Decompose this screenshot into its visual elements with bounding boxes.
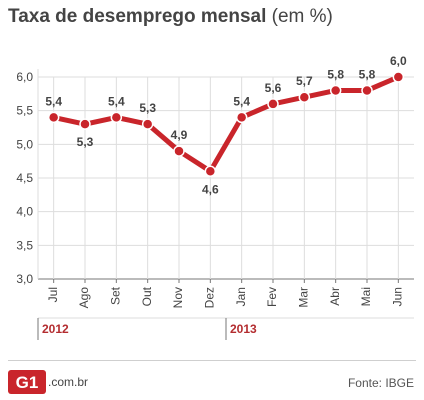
chart-title-unit: (em %) — [271, 6, 333, 27]
x-tick-label: Set — [109, 286, 123, 305]
y-tick-label: 4,0 — [16, 205, 33, 219]
data-point — [361, 84, 373, 97]
x-tick-label: Jan — [234, 287, 248, 306]
data-point — [392, 71, 405, 83]
data-label: 6,0 — [390, 54, 407, 68]
y-tick-label: 3,5 — [16, 238, 33, 252]
x-tick-label: Dez — [203, 287, 217, 308]
data-label: 4,9 — [171, 128, 188, 142]
logo-domain: .com.br — [48, 375, 89, 389]
x-tick-label: Out — [140, 286, 154, 306]
x-tick-label: Mar — [297, 287, 311, 308]
data-label: 5,4 — [45, 94, 62, 108]
series-line — [51, 74, 401, 174]
y-tick-label: 5,5 — [16, 104, 33, 118]
data-point — [329, 84, 342, 97]
year-label-2012: 2012 — [42, 322, 69, 336]
y-tick-label: 4,5 — [16, 171, 33, 185]
data-label: 5,7 — [296, 74, 313, 88]
x-tick-label: Nov — [171, 287, 185, 308]
data-point — [204, 165, 217, 178]
year-label-2013: 2013 — [230, 322, 257, 336]
data-point — [235, 111, 248, 124]
data-point — [47, 111, 60, 124]
data-point — [110, 111, 123, 124]
x-tick-label: Mai — [359, 287, 373, 306]
g1-logo: G1 .com.br — [8, 370, 88, 394]
data-label: 5,4 — [233, 94, 250, 108]
line-chart: 3,0 3,5 4,0 4,5 5,0 5,5 6,0 Jul Ago Set Out Nov Dez J… — [16, 54, 414, 340]
footer-divider — [8, 360, 416, 361]
g1-logo-text: G1 — [16, 373, 39, 392]
data-point — [173, 145, 185, 157]
y-tick-label: 3,0 — [16, 272, 33, 286]
data-label: 5,3 — [139, 101, 156, 115]
data-point — [141, 118, 154, 130]
y-tick-label: 5,0 — [16, 137, 33, 151]
source-note: Fonte: IBGE — [347, 376, 414, 390]
x-tick-label: Jun — [391, 287, 405, 306]
x-tick-label: Jul — [46, 287, 60, 302]
data-point — [267, 98, 279, 110]
data-label: 5,4 — [108, 94, 125, 108]
x-tick-label: Abr — [328, 287, 342, 306]
data-point — [79, 118, 91, 130]
data-label: 5,6 — [265, 81, 282, 95]
chart-title-main: Taxa de desemprego mensal — [8, 6, 267, 27]
data-label: 5,3 — [77, 135, 94, 149]
data-label: 5,8 — [327, 67, 344, 81]
x-tick-label: Ago — [77, 287, 91, 309]
data-label: 5,8 — [359, 67, 376, 81]
x-tick-label: Fev — [265, 287, 279, 307]
data-label: 4,6 — [202, 182, 219, 196]
chart-title: Taxa de desemprego mensal (em %) — [8, 6, 333, 28]
y-tick-label: 6,0 — [16, 70, 33, 84]
data-point — [298, 91, 311, 103]
g1-logo-mark: G1 — [8, 370, 46, 394]
